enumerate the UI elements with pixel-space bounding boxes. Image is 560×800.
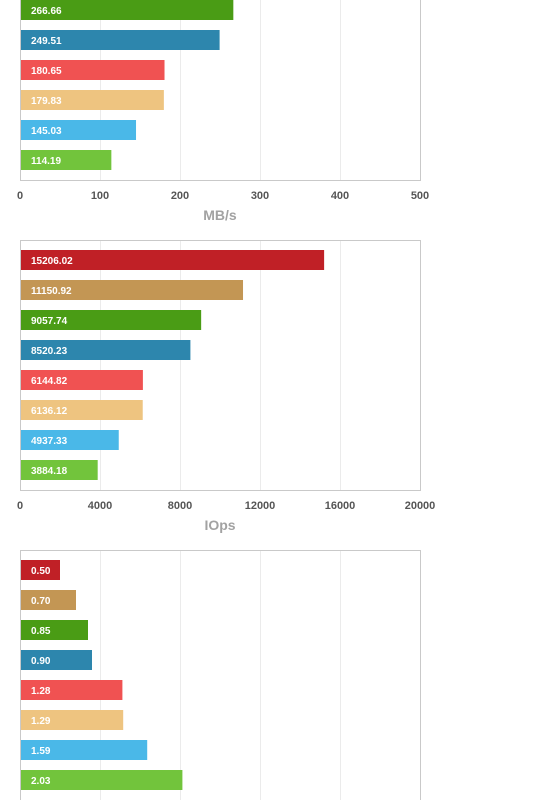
bar [21, 280, 244, 300]
data-label: 179.83 [31, 96, 62, 107]
data-label: 0.70 [31, 596, 51, 607]
chart-3: 0.50 0.70 0.85 0.90 1.28 1.29 1.59 2.03 [20, 550, 421, 800]
data-label: 11150.92 [31, 286, 72, 297]
tick-label: 20000 [405, 500, 436, 512]
bar [21, 560, 60, 580]
data-label: 1.28 [31, 686, 51, 697]
x-axis-label: IOps [204, 517, 235, 533]
x-axis-label: MB/s [203, 207, 237, 223]
data-label: 0.85 [31, 626, 51, 637]
data-label: 9057.74 [31, 316, 68, 327]
bar [21, 430, 119, 450]
tick-label: 200 [171, 190, 189, 202]
bar [21, 120, 137, 140]
tick-label: 16000 [325, 500, 356, 512]
data-label: 266.66 [31, 6, 62, 17]
tick-label: 0 [17, 190, 23, 202]
data-label: 4937.33 [31, 436, 68, 447]
chart-1: 266.66 249.51 180.65 179.83 145.03 114.19 0 100… [17, 0, 429, 223]
tick-label: 12000 [245, 500, 276, 512]
bar [21, 740, 148, 760]
data-label: 6144.82 [31, 376, 68, 387]
data-label: 145.03 [31, 126, 62, 137]
bar [21, 400, 143, 420]
tick-label: 8000 [168, 500, 192, 512]
bar [21, 150, 112, 170]
tick-label: 500 [411, 190, 429, 202]
plot-frame [20, 0, 421, 181]
tick-label: 100 [91, 190, 109, 202]
bar [21, 0, 234, 20]
bar [21, 30, 220, 50]
bar [21, 250, 325, 270]
tick-label: 300 [251, 190, 269, 202]
bar [21, 590, 76, 610]
bar [21, 650, 92, 670]
bar [21, 460, 98, 480]
bar [21, 370, 143, 390]
bar [21, 620, 88, 640]
chart-2: 15206.02 11150.92 9057.74 8520.23 6144.82 613… [17, 240, 435, 533]
plot-frame [20, 550, 421, 800]
data-label: 0.90 [31, 656, 51, 667]
tick-label: 4000 [88, 500, 112, 512]
data-label: 2.03 [31, 776, 51, 787]
data-label: 114.19 [31, 156, 61, 167]
bar [21, 90, 164, 110]
data-label: 1.59 [31, 746, 51, 757]
data-label: 8520.23 [31, 346, 68, 357]
plot-frame [20, 240, 421, 491]
tick-label: 400 [331, 190, 349, 202]
bar [21, 340, 191, 360]
data-label: 3884.18 [31, 466, 68, 477]
bar [21, 770, 183, 790]
bar [21, 680, 123, 700]
data-label: 15206.02 [31, 256, 73, 267]
bar [21, 60, 165, 80]
data-label: 0.50 [31, 566, 51, 577]
data-label: 249.51 [31, 36, 62, 47]
tick-label: 0 [17, 500, 23, 512]
data-label: 6136.12 [31, 406, 68, 417]
bar [21, 310, 202, 330]
bar [21, 710, 124, 730]
data-label: 180.65 [31, 66, 62, 77]
data-label: 1.29 [31, 716, 51, 727]
